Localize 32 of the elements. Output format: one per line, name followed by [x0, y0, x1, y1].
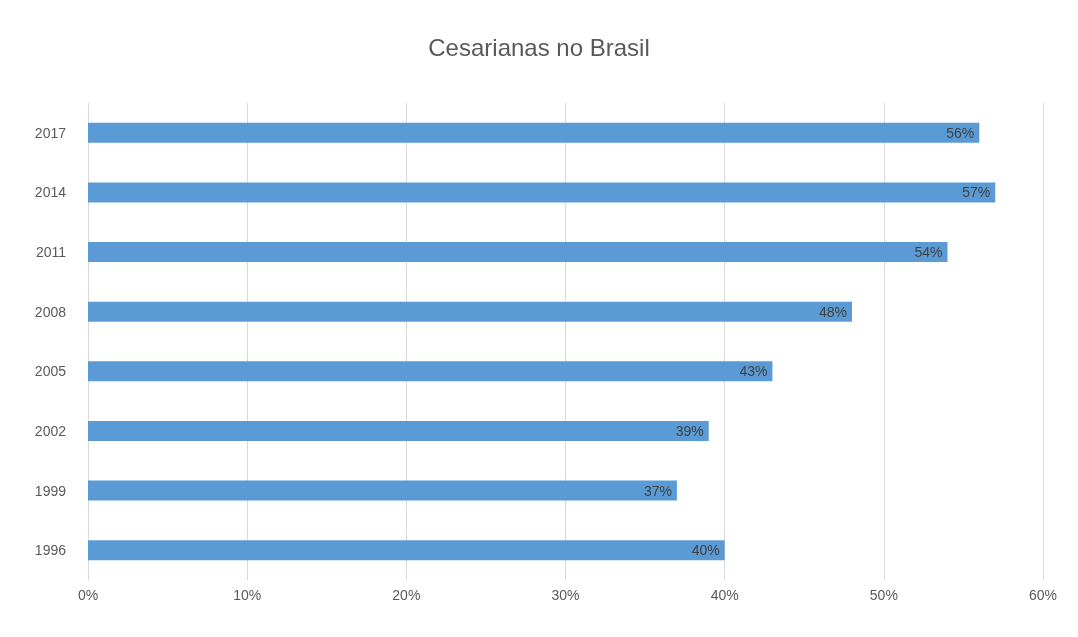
bar [88, 480, 677, 501]
y-tick-label: 2014 [34, 184, 67, 201]
x-tick-label: 60% [1028, 587, 1058, 603]
bar [88, 540, 725, 561]
x-tick-label: 50% [869, 587, 898, 603]
y-tick-label: 2008 [34, 303, 67, 320]
y-tick-label: 1999 [34, 482, 67, 499]
x-tick-label: 20% [392, 587, 421, 603]
y-tick-label: 2005 [34, 363, 67, 380]
data-label: 39% [675, 422, 704, 439]
data-label: 37% [643, 482, 672, 499]
chart-title: Cesarianas no Brasil [428, 33, 650, 61]
data-label: 54% [914, 244, 943, 261]
bar [88, 242, 948, 263]
y-tick-label: 2011 [35, 244, 67, 261]
y-tick-label: 2017 [34, 124, 67, 141]
data-label: 57% [962, 184, 991, 201]
data-label: 56% [946, 124, 975, 141]
bar [88, 361, 773, 382]
data-label: 43% [739, 363, 768, 380]
bar [88, 182, 996, 203]
bar [88, 122, 980, 143]
data-label: 48% [818, 303, 847, 320]
x-tick-label: 40% [710, 587, 739, 603]
x-tick-label: 10% [233, 587, 262, 603]
data-label: 40% [691, 542, 720, 559]
bar [88, 420, 709, 441]
x-tick-label: 30% [551, 587, 580, 603]
y-tick-label: 1996 [34, 542, 67, 559]
x-tick-label: 0% [77, 587, 99, 603]
y-tick-label: 2002 [34, 422, 67, 439]
bar [88, 301, 852, 322]
